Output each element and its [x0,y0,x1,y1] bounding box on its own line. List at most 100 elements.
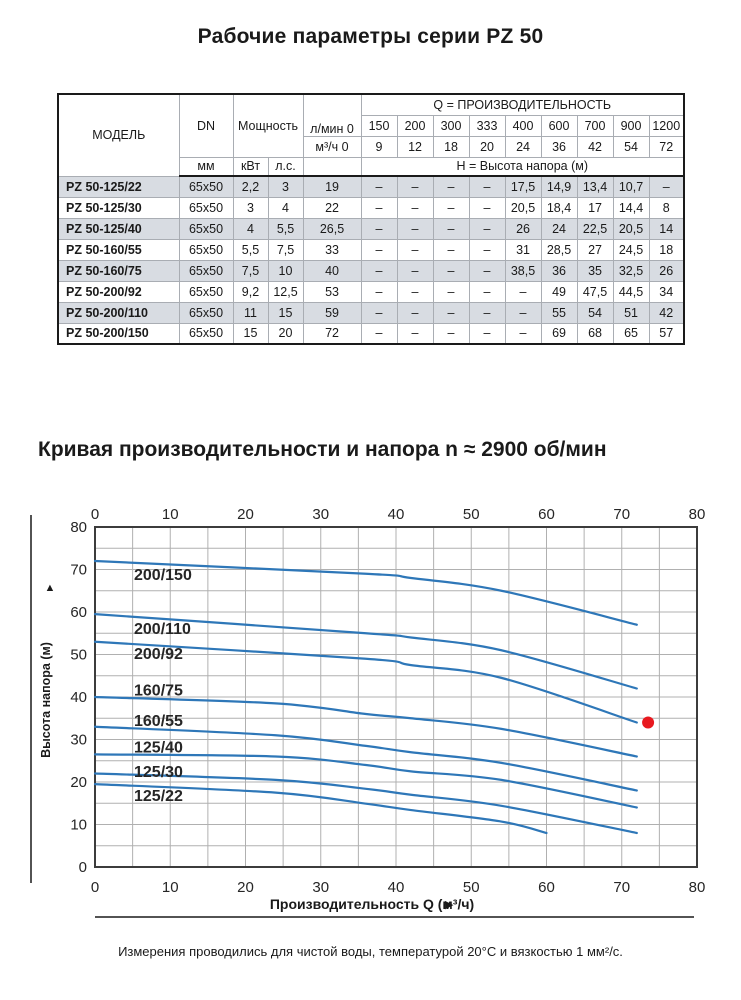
value-cell: 19 [302,175,362,198]
table-wrapper: МОДЕЛЬ DN Мощность л/мин 0 Q = ПРОИЗВОДИ… [57,93,685,345]
value-cell: – [360,301,398,324]
x-tick-top: 0 [91,506,99,523]
value-cell: 57 [648,322,685,345]
value-cell: – [396,259,434,282]
m3h-tick: 72 [648,135,685,158]
value-cell: 4 [232,217,269,240]
model-cell: PZ 50-125/30 [57,196,180,219]
value-cell: 10 [267,259,304,282]
curve-label-200/150: 200/150 [134,567,192,584]
x-tick-bottom: 80 [689,879,706,896]
table-row: PZ 50-160/75 65x50 7,5 10 40– – – –38,5 36 35 32,5… [57,259,685,282]
table-header: МОДЕЛЬ DN Мощность л/мин 0 Q = ПРОИЗВОДИ… [57,93,685,177]
x-tick-top: 80 [689,506,706,523]
model-cell: PZ 50-125/40 [57,217,180,240]
value-cell: 14,4 [612,196,650,219]
m3h-tick: 54 [612,135,650,158]
lmin-tick: 333 [468,114,506,137]
unit-mm: мм [178,156,234,177]
value-cell: 38,5 [504,259,542,282]
value-cell: 36 [540,259,578,282]
col-header-dn: DN [178,93,234,158]
lmin-tick: 1200 [648,114,685,137]
value-cell: – [396,301,434,324]
col-header-power: Мощность [232,93,304,158]
value-cell: – [468,238,506,261]
value-cell: 7,5 [232,259,269,282]
col-header-lmin: л/мин 0 [302,93,362,137]
value-cell: – [432,259,470,282]
value-cell: – [360,259,398,282]
x-tick-top: 20 [237,506,254,523]
value-cell: – [432,196,470,219]
value-cell: 26 [504,217,542,240]
value-cell: – [396,280,434,303]
m3h-tick: 18 [432,135,470,158]
value-cell: 8 [648,196,685,219]
value-cell: 10,7 [612,175,650,198]
value-cell: 2,2 [232,175,269,198]
value-cell: 14,9 [540,175,578,198]
value-cell: 15 [232,322,269,345]
model-cell: PZ 50-200/150 [57,322,180,345]
value-cell: 24 [540,217,578,240]
x-tick-top: 30 [312,506,329,523]
table-row: PZ 50-200/110 65x50 11 15 59– – – – –55 54 51 42 [57,301,685,324]
value-cell: 20 [267,322,304,345]
x-tick-top: 60 [538,506,555,523]
performance-curves-chart: 0010102020303040405050606070708080010203… [30,506,706,918]
value-cell: – [468,301,506,324]
value-cell: 59 [302,301,362,324]
value-cell: – [468,322,506,345]
y-tick: 30 [70,732,87,749]
x-tick-bottom: 20 [237,879,254,896]
value-cell: 14 [648,217,685,240]
value-cell: – [468,259,506,282]
y-tick: 50 [70,647,87,664]
value-cell: – [360,322,398,345]
value-cell: 65x50 [178,301,234,324]
value-cell: 12,5 [267,280,304,303]
value-cell: 34 [648,280,685,303]
x-tick-top: 50 [463,506,480,523]
value-cell: – [432,280,470,303]
model-cell: PZ 50-160/55 [57,238,180,261]
value-cell: 13,4 [576,175,614,198]
table-row: PZ 50-200/150 65x50 15 20 72– – – – –69 68 65 57 [57,322,685,345]
x-axis-arrow-icon: ▶ [445,899,454,911]
lmin-tick: 200 [396,114,434,137]
value-cell: – [468,217,506,240]
value-cell: 18 [648,238,685,261]
value-cell: – [468,280,506,303]
value-cell: 22 [302,196,362,219]
chart-title: Кривая производительности и напора n ≈ 2… [38,438,607,461]
curve-200/150 [93,559,638,626]
table-row: PZ 50-160/55 65x50 5,5 7,5 33– – – –31 28,5 27 24,… [57,238,685,261]
value-cell: 20,5 [612,217,650,240]
value-cell: 24,5 [612,238,650,261]
value-cell: – [396,238,434,261]
value-cell: 44,5 [612,280,650,303]
value-cell: 35 [576,259,614,282]
value-cell: – [432,175,470,198]
value-cell: – [396,217,434,240]
value-cell: 65x50 [178,217,234,240]
value-cell: 65x50 [178,175,234,198]
value-cell: 5,5 [267,217,304,240]
x-axis-title: Производительность Q (м³/ч) [270,896,474,912]
value-cell: 28,5 [540,238,578,261]
value-cell: 65x50 [178,322,234,345]
header-row-lmin: 150 200 300 333 400 600 700 900 1200 [58,114,685,137]
value-cell: 26 [648,259,685,282]
x-tick-bottom: 50 [463,879,480,896]
value-cell: 9,2 [232,280,269,303]
value-cell: 3 [267,175,304,198]
value-cell: 65x50 [178,259,234,282]
curve-label-200/110: 200/110 [134,621,191,638]
curve-160/75 [93,695,638,758]
curve-125/22 [93,783,548,835]
curve-label-160/55: 160/55 [134,713,183,730]
m3h-tick: 9 [360,135,398,158]
model-cell: PZ 50-160/75 [57,259,180,282]
